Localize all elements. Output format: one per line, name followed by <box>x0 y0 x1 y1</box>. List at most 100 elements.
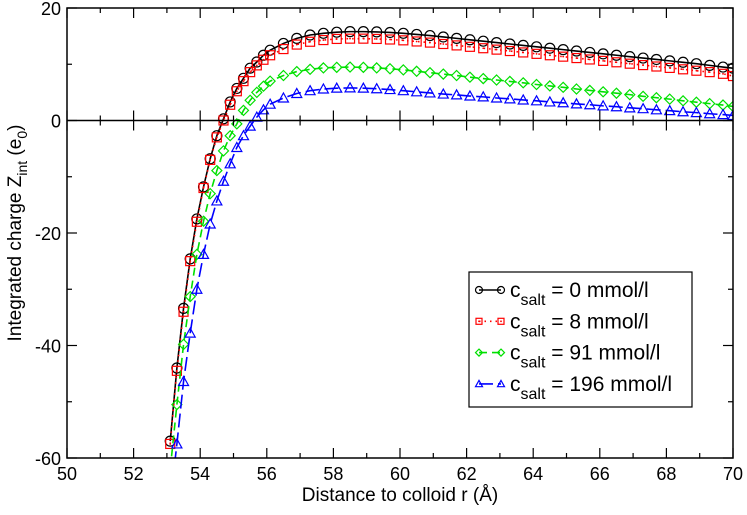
diamond-marker <box>384 62 396 75</box>
square-marker-dot <box>375 38 378 40</box>
diamond-marker <box>330 61 343 74</box>
square-marker <box>424 37 436 48</box>
square-marker <box>185 256 196 267</box>
diamond-marker <box>344 61 356 73</box>
square-marker <box>491 44 502 55</box>
square-marker <box>531 48 542 59</box>
x-tick-label: 66 <box>590 464 610 484</box>
triangle-marker <box>317 82 330 94</box>
triangle-marker <box>703 107 716 119</box>
triangle-marker <box>530 94 543 106</box>
ticks: 50 52 54 56 58 60 62 64 66 68 70 -60 -40 -20 0 20 <box>35 0 743 484</box>
square-marker-dot <box>402 39 405 42</box>
diamond-marker <box>184 290 197 303</box>
square-marker-dot <box>309 40 311 43</box>
diamond-marker <box>191 248 203 261</box>
square-marker-dot <box>262 58 265 61</box>
square-marker-dot <box>182 310 185 313</box>
square-marker <box>497 317 505 325</box>
circle-marker <box>424 29 436 42</box>
circle-marker <box>291 32 303 44</box>
triangle-marker <box>597 99 610 111</box>
square-marker-dot <box>195 220 198 223</box>
square-marker <box>344 33 356 44</box>
diamond-marker <box>165 464 175 474</box>
x-tick-label: 50 <box>57 464 77 484</box>
circle-marker <box>530 41 543 53</box>
series-triangle <box>165 81 733 507</box>
triangle-marker <box>716 108 730 120</box>
diamond-marker <box>370 62 383 74</box>
circle-marker <box>371 26 383 38</box>
triangle-marker <box>477 90 490 102</box>
diamond-marker <box>244 94 256 107</box>
square-marker-dot <box>682 68 684 71</box>
triangle-marker <box>423 86 436 98</box>
square-marker-dot <box>535 52 538 55</box>
diamond-marker <box>197 215 210 228</box>
square-marker-dot <box>628 62 631 65</box>
diamond-marker <box>474 348 484 357</box>
square-marker-dot <box>255 64 258 67</box>
x-tick-label: 52 <box>124 464 144 484</box>
square-marker <box>211 132 222 143</box>
circle-marker <box>704 59 716 71</box>
circle-marker <box>677 56 689 68</box>
diamond-marker <box>623 88 636 101</box>
square-marker-dot <box>655 65 658 68</box>
diamond-marker <box>637 90 649 103</box>
square-marker-dot <box>429 41 431 44</box>
x-tick-label: 60 <box>390 464 410 484</box>
square-marker <box>727 70 733 82</box>
triangle-marker <box>330 81 343 93</box>
triangle-marker <box>474 379 484 388</box>
circle-marker <box>437 31 449 43</box>
triangle-marker <box>557 96 570 108</box>
diamond-marker <box>357 61 370 74</box>
triangle-marker <box>450 88 463 100</box>
diamond-marker <box>257 80 270 93</box>
diamond-marker <box>530 78 543 91</box>
circle-marker <box>650 53 663 66</box>
circle-marker <box>624 51 636 63</box>
triangle-marker <box>165 498 175 507</box>
legend-item: csalt = 8 mmol/l <box>475 310 649 340</box>
triangle-marker <box>570 97 583 109</box>
diamond-marker <box>224 129 237 142</box>
diamond-marker <box>477 72 490 85</box>
triangle-marker <box>224 157 237 169</box>
square-marker-dot <box>482 47 485 50</box>
square-marker-dot <box>469 45 471 48</box>
circle-marker <box>727 62 733 74</box>
diamond-marker <box>171 398 183 411</box>
square-marker-dot <box>169 443 172 445</box>
square-marker <box>205 154 216 165</box>
square-marker-dot <box>229 103 232 106</box>
square-marker-dot <box>415 40 418 43</box>
x-tick-label: 56 <box>257 464 277 484</box>
legend-item: csalt = 196 mmol/l <box>474 373 672 403</box>
diamond-marker <box>177 338 190 351</box>
square-marker <box>544 50 555 61</box>
diamond-marker <box>217 145 230 157</box>
diamond-marker <box>264 75 276 87</box>
square-marker <box>331 33 342 45</box>
square-marker-dot <box>209 158 212 161</box>
square-marker <box>251 60 262 71</box>
y-tick-label: -20 <box>35 224 61 244</box>
triangle-marker <box>197 248 210 259</box>
square-marker-dot <box>708 71 711 74</box>
diamond-marker <box>237 104 250 117</box>
square-marker-dot <box>442 43 445 45</box>
triangle-marker <box>503 92 516 104</box>
square-marker-dot <box>495 48 498 51</box>
square-marker-dot <box>575 57 578 59</box>
triangle-marker <box>190 283 203 294</box>
triangle-marker <box>583 98 596 110</box>
square-marker-dot <box>175 369 178 372</box>
circle-marker <box>637 52 649 64</box>
square-marker-dot <box>455 44 458 47</box>
triangle-marker <box>383 83 397 95</box>
legend-label: csalt = 91 mmol/l <box>510 342 660 372</box>
triangle-marker <box>217 175 230 186</box>
